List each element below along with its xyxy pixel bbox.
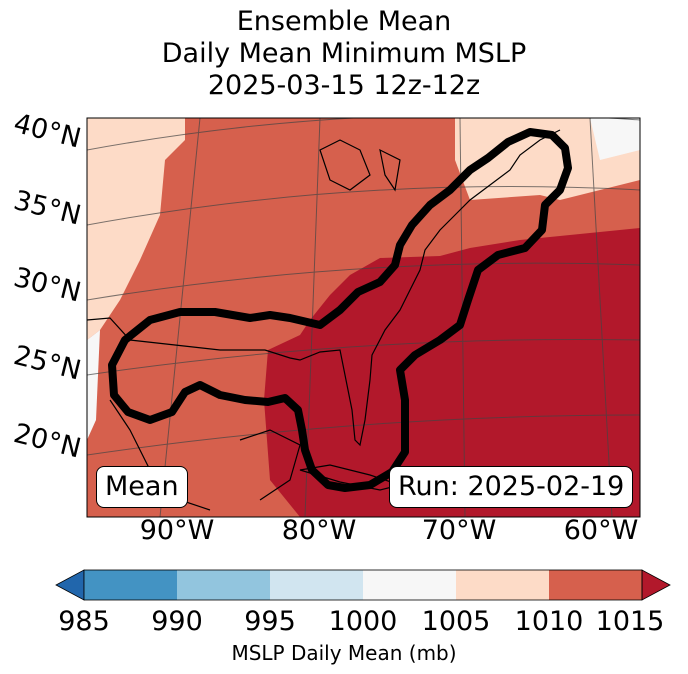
- lon-label-70: 70°W: [421, 515, 497, 546]
- cbar-tick-1015: 1015: [595, 606, 665, 637]
- lon-line-90: [159, 118, 201, 517]
- field-1000-1005-west: [87, 330, 100, 440]
- field-over-1015: [264, 228, 640, 517]
- cbar-tick-1005: 1005: [421, 606, 491, 637]
- lat-line-20: [87, 414, 640, 456]
- colorbar-label: MSLP Daily Mean (mb): [231, 641, 457, 665]
- cbar-tick-995: 995: [244, 606, 296, 637]
- map-frame: [86, 117, 641, 518]
- mean-label-box: Mean: [96, 466, 188, 508]
- lon-label-60: 60°W: [563, 515, 639, 546]
- lat-line-30: [87, 262, 640, 301]
- colorbar-1005-1010: [456, 570, 549, 600]
- run-label-box: Run: 2025-02-19: [389, 466, 634, 508]
- lat-line-25: [87, 338, 640, 376]
- great-lakes: [319, 139, 401, 192]
- title-line-1: Ensemble Mean: [236, 6, 452, 37]
- cbar-tick-1000: 1000: [328, 606, 398, 637]
- lon-line-60: [589, 118, 613, 517]
- lon-label-80: 80°W: [281, 515, 357, 546]
- colorbar-995-1000: [270, 570, 363, 600]
- cbar-tick-985: 985: [58, 606, 110, 637]
- colorbar-under: [55, 569, 85, 601]
- colorbar-990-995: [177, 570, 270, 600]
- gulf-coast: [87, 129, 561, 447]
- field-1005-1010-west: [87, 118, 185, 340]
- field-1000-1005-ne: [590, 118, 640, 160]
- cbar-tick-990: 990: [151, 606, 203, 637]
- region-contour: [108, 128, 572, 492]
- cbar-tick-1010: 1010: [514, 606, 584, 637]
- colorbar-frame: [83, 569, 643, 601]
- colorbar-1000-1005: [363, 570, 456, 600]
- colorbar-1010-1015: [549, 570, 642, 600]
- title-line-2: Daily Mean Minimum MSLP: [161, 38, 527, 69]
- colorbar-over: [641, 569, 671, 601]
- colorbar-985-990: [84, 570, 177, 600]
- title-line-3: 2025-03-15 12z-12z: [207, 70, 481, 101]
- yucatan: [239, 429, 301, 501]
- lon-label-90: 90°W: [139, 515, 215, 546]
- lat-line-40: [87, 118, 640, 151]
